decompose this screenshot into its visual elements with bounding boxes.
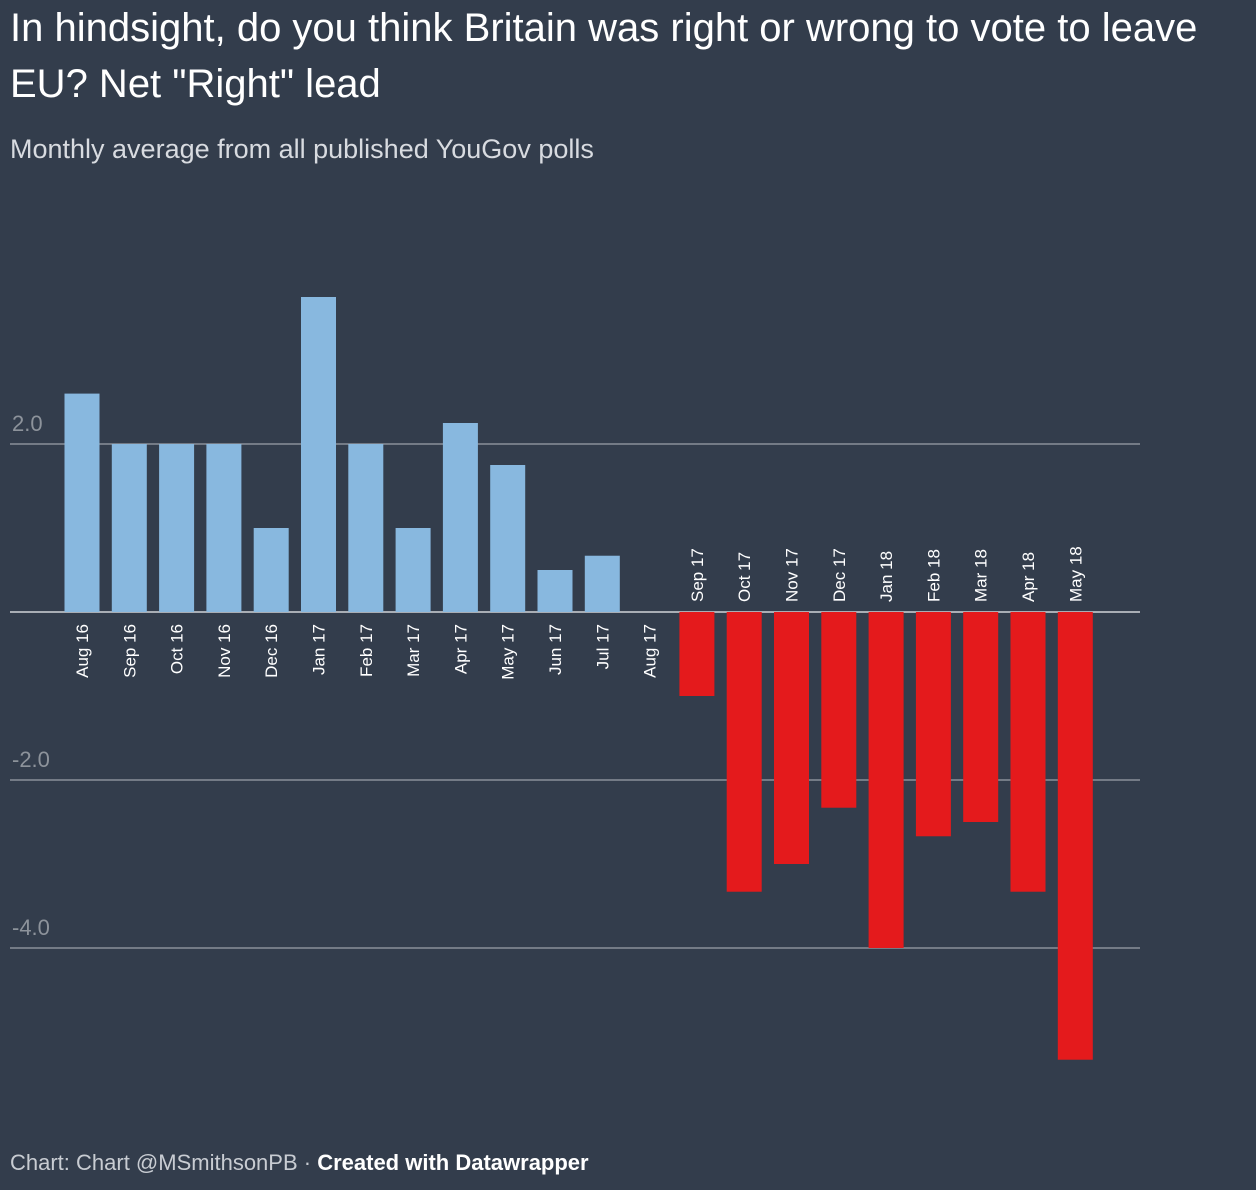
x-tick-label: Aug 17: [641, 624, 660, 678]
credit-link[interactable]: Created with Datawrapper: [317, 1150, 589, 1175]
bar: [1057, 612, 1093, 1060]
x-tick-label: Feb 17: [357, 624, 376, 677]
bar: [1010, 612, 1046, 892]
source-text: Chart: Chart @MSmithsonPB ·: [10, 1150, 318, 1175]
chart-footer: Chart: Chart @MSmithsonPB · Created with…: [10, 1150, 589, 1176]
y-tick-label: -2.0: [12, 747, 50, 772]
bar: [537, 570, 573, 612]
bar: [442, 423, 478, 612]
y-tick-label: 2.0: [12, 411, 43, 436]
x-tick-label: Apr 18: [1019, 552, 1038, 602]
bar: [490, 465, 526, 612]
bar: [159, 444, 195, 612]
y-tick-label: -4.0: [12, 915, 50, 940]
bar: [868, 612, 904, 948]
bar: [679, 612, 715, 696]
x-tick-label: May 17: [499, 624, 518, 680]
x-tick-label: Mar 17: [404, 624, 423, 677]
bar: [726, 612, 762, 892]
bar: [301, 297, 336, 612]
x-tick-label: Feb 18: [924, 549, 943, 602]
x-tick-label: Sep 16: [120, 624, 139, 678]
bar: [915, 612, 951, 837]
bar: [395, 528, 431, 612]
x-tick-label: Jan 17: [310, 624, 329, 675]
x-tick-label: Oct 17: [735, 552, 754, 602]
bar: [253, 528, 289, 612]
bar: [963, 612, 999, 822]
x-tick-label: Jul 17: [593, 624, 612, 669]
x-tick-label: Dec 16: [262, 624, 281, 678]
x-tick-label: Sep 17: [688, 548, 707, 602]
chart-title: In hindsight, do you think Britain was r…: [10, 6, 1198, 106]
bar: [774, 612, 809, 864]
bar: [64, 393, 100, 612]
chart-subtitle: Monthly average from all published YouGo…: [10, 134, 594, 164]
bar: [821, 612, 857, 808]
x-tick-label: Aug 16: [73, 624, 92, 678]
x-tick-label: Jun 17: [546, 624, 565, 675]
x-tick-label: Jan 18: [877, 551, 896, 602]
x-tick-label: Oct 16: [168, 624, 187, 674]
x-tick-label: Nov 17: [783, 548, 802, 602]
bar: [584, 555, 620, 612]
x-tick-label: Mar 18: [972, 549, 991, 602]
x-tick-label: Apr 17: [451, 624, 470, 674]
bar: [111, 444, 147, 612]
bar: [348, 444, 384, 612]
x-tick-label: Dec 17: [830, 548, 849, 602]
x-tick-label: May 18: [1066, 546, 1085, 602]
bar: [206, 444, 242, 612]
x-tick-label: Nov 16: [215, 624, 234, 678]
